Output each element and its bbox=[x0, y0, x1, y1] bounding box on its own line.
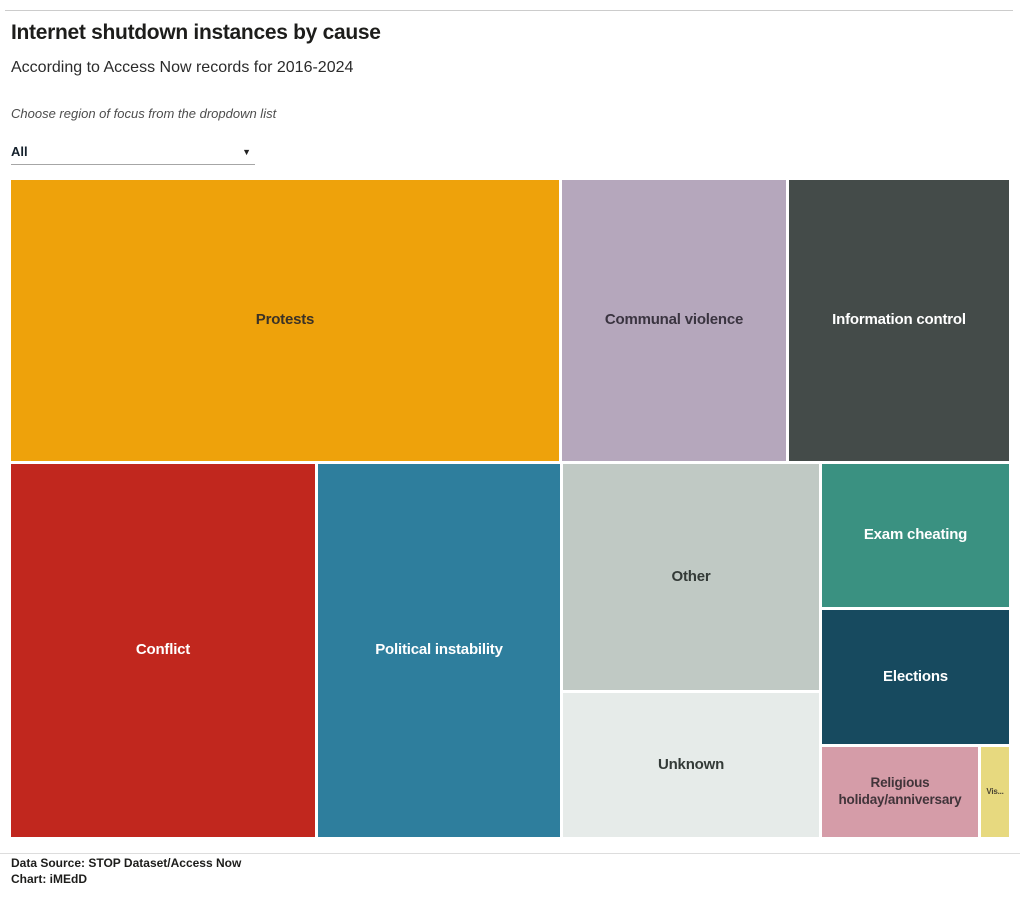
treemap: Protests Communal violence Information con… bbox=[11, 180, 1009, 837]
treemap-cell-other[interactable]: Other bbox=[563, 464, 819, 690]
treemap-cell-label: Elections bbox=[883, 667, 948, 685]
treemap-cell-conflict[interactable]: Conflict bbox=[11, 464, 315, 837]
treemap-cell-political-instability[interactable]: Political instability bbox=[318, 464, 560, 837]
treemap-cell-unknown[interactable]: Unknown bbox=[563, 693, 819, 837]
chart-subtitle: According to Access Now records for 2016… bbox=[11, 59, 354, 76]
treemap-cell-protests[interactable]: Protests bbox=[11, 180, 559, 461]
treemap-cell-label: Other bbox=[671, 567, 711, 585]
data-source: Data Source: STOP Dataset/Access Now bbox=[11, 856, 242, 870]
treemap-cell-label: Conflict bbox=[135, 641, 191, 659]
dropdown-instruction: Choose region of focus from the dropdown… bbox=[11, 106, 277, 121]
region-dropdown[interactable]: All ▼ bbox=[11, 139, 255, 165]
treemap-cell-religious-holiday[interactable]: Religious holiday/anniversary bbox=[822, 747, 978, 837]
treemap-cell-exam-cheating[interactable]: Exam cheating bbox=[822, 464, 1009, 607]
chart-title: Internet shutdown instances by cause bbox=[11, 21, 381, 44]
chart-credit: Chart: iMEdD bbox=[11, 872, 87, 886]
treemap-cell-label: Exam cheating bbox=[863, 526, 968, 544]
treemap-cell-label: Information control bbox=[832, 311, 966, 329]
region-dropdown-value: All bbox=[11, 144, 28, 159]
treemap-cell-information-control[interactable]: Information control bbox=[789, 180, 1009, 461]
treemap-cell-label: Religious holiday/anniversary bbox=[838, 775, 962, 807]
footer-divider bbox=[0, 853, 1020, 854]
top-divider bbox=[5, 10, 1013, 11]
treemap-cell-label: Vis... bbox=[986, 787, 1004, 796]
treemap-cell-label: Communal violence bbox=[604, 311, 744, 329]
chevron-down-icon: ▼ bbox=[242, 146, 251, 157]
treemap-cell-communal-violence[interactable]: Communal violence bbox=[562, 180, 786, 461]
treemap-cell-elections[interactable]: Elections bbox=[822, 610, 1009, 744]
treemap-cell-label: Unknown bbox=[657, 755, 725, 773]
treemap-cell-label: Protests bbox=[255, 311, 315, 329]
treemap-cell-label: Political instability bbox=[375, 641, 503, 659]
treemap-cell-vis-truncated[interactable]: Vis... bbox=[981, 747, 1009, 837]
footer: Data Source: STOP Dataset/Access Now Cha… bbox=[11, 855, 241, 887]
